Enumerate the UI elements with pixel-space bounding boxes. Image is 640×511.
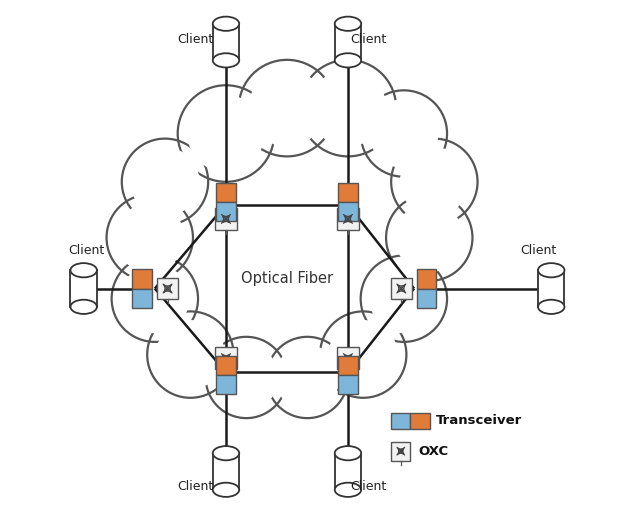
FancyBboxPatch shape (538, 270, 564, 307)
Circle shape (106, 195, 193, 281)
Ellipse shape (212, 483, 239, 497)
Circle shape (178, 85, 275, 182)
FancyBboxPatch shape (335, 24, 361, 60)
FancyBboxPatch shape (212, 24, 239, 60)
Ellipse shape (335, 17, 361, 31)
FancyBboxPatch shape (339, 375, 358, 394)
FancyBboxPatch shape (216, 183, 236, 202)
Circle shape (267, 337, 348, 418)
Text: Client: Client (178, 33, 214, 46)
Circle shape (111, 256, 198, 342)
FancyBboxPatch shape (212, 453, 239, 490)
FancyBboxPatch shape (390, 278, 412, 299)
Circle shape (361, 90, 447, 177)
Ellipse shape (212, 17, 239, 31)
FancyBboxPatch shape (417, 289, 436, 308)
Ellipse shape (70, 300, 97, 314)
Circle shape (400, 147, 469, 216)
Circle shape (120, 264, 189, 333)
Ellipse shape (70, 263, 97, 277)
Circle shape (395, 203, 464, 272)
Circle shape (131, 147, 200, 216)
Text: Client: Client (351, 480, 387, 493)
Text: Transceiver: Transceiver (436, 414, 522, 427)
Ellipse shape (212, 53, 239, 67)
Circle shape (248, 69, 326, 147)
Circle shape (205, 337, 287, 418)
Circle shape (309, 69, 387, 147)
FancyBboxPatch shape (391, 442, 410, 461)
Circle shape (369, 99, 438, 168)
Circle shape (188, 95, 264, 172)
FancyBboxPatch shape (157, 278, 178, 299)
FancyBboxPatch shape (339, 356, 358, 375)
Circle shape (320, 311, 406, 398)
Ellipse shape (538, 263, 564, 277)
Circle shape (300, 60, 396, 156)
Circle shape (214, 345, 279, 410)
Text: Client: Client (68, 244, 105, 257)
Text: OXC: OXC (418, 445, 448, 458)
FancyBboxPatch shape (339, 202, 358, 221)
FancyBboxPatch shape (410, 412, 430, 429)
FancyBboxPatch shape (339, 183, 358, 202)
Text: Optical Fiber: Optical Fiber (241, 271, 333, 286)
Circle shape (239, 60, 335, 156)
Circle shape (386, 195, 472, 281)
FancyBboxPatch shape (216, 375, 236, 394)
Circle shape (369, 264, 438, 333)
Circle shape (391, 138, 477, 225)
Text: Client: Client (521, 244, 557, 257)
Ellipse shape (335, 446, 361, 460)
Ellipse shape (335, 53, 361, 67)
FancyBboxPatch shape (132, 269, 152, 289)
FancyBboxPatch shape (337, 347, 358, 369)
FancyBboxPatch shape (216, 202, 236, 221)
Text: Client: Client (178, 480, 214, 493)
Circle shape (115, 203, 184, 272)
FancyBboxPatch shape (132, 289, 152, 308)
Circle shape (147, 311, 234, 398)
Circle shape (361, 256, 447, 342)
FancyBboxPatch shape (215, 208, 237, 229)
Circle shape (156, 320, 225, 389)
FancyBboxPatch shape (216, 356, 236, 375)
FancyBboxPatch shape (215, 347, 237, 369)
FancyBboxPatch shape (337, 208, 358, 229)
Text: Client: Client (351, 33, 387, 46)
Circle shape (122, 138, 208, 225)
Ellipse shape (335, 483, 361, 497)
Circle shape (275, 345, 340, 410)
Circle shape (328, 320, 397, 389)
Ellipse shape (538, 300, 564, 314)
Ellipse shape (212, 446, 239, 460)
FancyBboxPatch shape (335, 453, 361, 490)
FancyBboxPatch shape (391, 412, 410, 429)
FancyBboxPatch shape (70, 270, 97, 307)
FancyBboxPatch shape (417, 269, 436, 289)
